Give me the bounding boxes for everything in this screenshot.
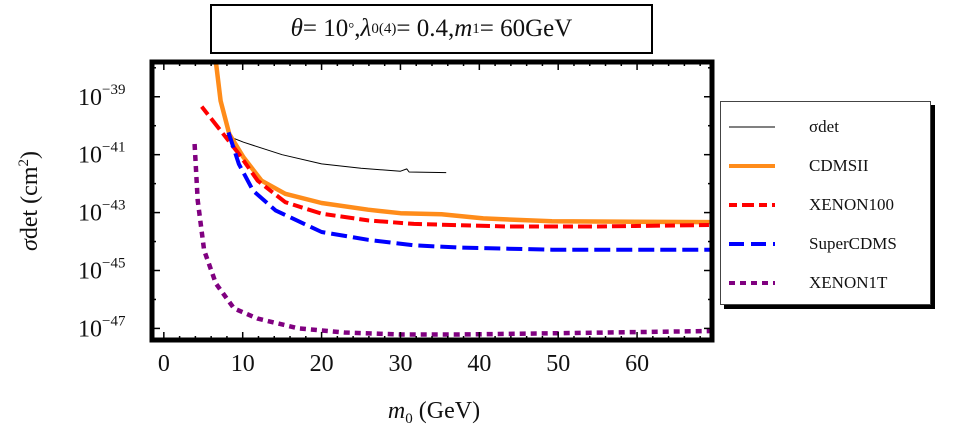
series-line-xenon1t xyxy=(192,143,712,337)
legend-label: XENON1T xyxy=(809,273,888,292)
x-tick-label: 40 xyxy=(467,351,491,377)
y-tick-exponent: −45 xyxy=(102,256,125,272)
title-m: m xyxy=(454,15,473,42)
y-tick-base: 10 xyxy=(78,201,102,227)
y-tick-base: 10 xyxy=(78,259,102,285)
legend-swatch xyxy=(729,126,775,128)
legend: σdet CDMSII XENON100 SuperCDMS XENON1T xyxy=(720,101,931,305)
x-label-symbol: m xyxy=(388,398,405,424)
legend-item-xenon1t: XENON1T xyxy=(729,268,887,298)
series-line-xenon100 xyxy=(200,105,712,229)
x-tick-labels: 0 10 20 30 40 50 60 xyxy=(158,351,649,377)
title-theta-value: = 10 xyxy=(302,15,349,42)
y-tick-label: 10−39 xyxy=(78,82,125,111)
x-tick-label: 20 xyxy=(310,351,334,377)
title-lambda-sub: 0 xyxy=(371,20,379,37)
y-tick-exponent: −47 xyxy=(102,313,126,329)
legend-label: XENON100 xyxy=(809,195,894,214)
y-tick-base: 10 xyxy=(78,316,102,342)
x-tick-label: 50 xyxy=(546,351,570,377)
legend-label: σdet xyxy=(809,117,839,136)
ticks-layer xyxy=(152,62,712,340)
x-label-sub: 0 xyxy=(405,411,413,427)
legend-label: SuperCDMS xyxy=(809,234,897,253)
y-tick-label: 10−45 xyxy=(78,256,125,285)
y-tick-base: 10 xyxy=(78,143,102,169)
y-label-symbol: σ xyxy=(17,238,43,251)
series-layer xyxy=(192,62,712,337)
y-tick-base: 10 xyxy=(78,85,102,111)
legend-swatch xyxy=(729,164,775,168)
x-tick-label: 30 xyxy=(388,351,412,377)
series-line-supercdms xyxy=(226,131,712,252)
y-axis-label: σdet (cm2) xyxy=(16,151,43,251)
series-line-cdmsii xyxy=(213,62,712,225)
title-m-sub: 1 xyxy=(472,20,480,37)
y-label-sup: 2 xyxy=(16,159,32,167)
legend-item-sigma-det: σdet xyxy=(729,112,839,142)
legend-swatch xyxy=(729,203,775,207)
x-tick-label: 10 xyxy=(231,351,255,377)
x-label-unit: (GeV) xyxy=(413,398,480,424)
title-lambda: λ xyxy=(360,15,372,42)
y-tick-exponent: −39 xyxy=(102,82,125,98)
title-degree: ° xyxy=(348,20,355,37)
y-label-close: ) xyxy=(17,151,43,159)
plot-frame xyxy=(149,59,715,343)
y-tick-label: 10−41 xyxy=(78,140,125,169)
legend-item-cdmsii: CDMSII xyxy=(729,151,869,181)
y-label-text: det (cm xyxy=(17,166,43,239)
title-sep: , xyxy=(354,15,361,42)
title-theta: θ xyxy=(290,15,303,42)
series-line-det xyxy=(222,133,447,174)
legend-item-supercdms: SuperCDMS xyxy=(729,229,897,259)
y-tick-label: 10−47 xyxy=(78,313,126,342)
x-tick-label: 0 xyxy=(158,351,170,377)
x-axis-label: m0 (GeV) xyxy=(388,398,480,427)
legend-swatch xyxy=(729,281,775,285)
title-lambda-value: = 0.4, xyxy=(396,15,455,42)
legend-label: CDMSII xyxy=(809,156,869,175)
y-tick-exponent: −43 xyxy=(102,198,125,214)
legend-swatch xyxy=(729,242,775,246)
y-tick-exponent: −41 xyxy=(102,140,125,156)
title-lambda-sup: (4) xyxy=(378,20,397,37)
title-m-value: = 60GeV xyxy=(479,15,573,42)
y-tick-label: 10−43 xyxy=(78,198,125,227)
x-tick-label: 60 xyxy=(625,351,649,377)
legend-item-xenon100: XENON100 xyxy=(729,190,894,220)
